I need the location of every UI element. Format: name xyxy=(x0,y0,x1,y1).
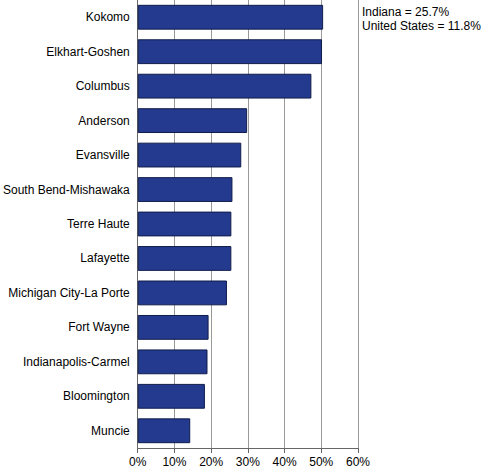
svg-text:Elkhart-Goshen: Elkhart-Goshen xyxy=(46,45,129,59)
svg-text:Kokomo: Kokomo xyxy=(86,10,130,24)
svg-text:United States = 11.8%: United States = 11.8% xyxy=(362,19,481,33)
svg-text:Columbus: Columbus xyxy=(76,79,130,93)
svg-text:Indianapolis-Carmel: Indianapolis-Carmel xyxy=(23,355,130,369)
svg-text:Lafayette: Lafayette xyxy=(80,251,130,265)
svg-text:Fort Wayne: Fort Wayne xyxy=(68,320,130,334)
svg-text:Terre Haute: Terre Haute xyxy=(67,217,130,231)
svg-text:10%: 10% xyxy=(162,455,186,469)
svg-text:Muncie: Muncie xyxy=(91,424,130,438)
svg-text:30%: 30% xyxy=(236,455,260,469)
svg-text:20%: 20% xyxy=(199,455,223,469)
svg-text:Bloomington: Bloomington xyxy=(63,389,130,403)
svg-text:40%: 40% xyxy=(273,455,297,469)
svg-text:Anderson: Anderson xyxy=(78,114,129,128)
svg-text:South Bend-Mishawaka: South Bend-Mishawaka xyxy=(3,183,130,197)
svg-text:Michigan City-La Porte: Michigan City-La Porte xyxy=(8,286,130,300)
svg-text:60%: 60% xyxy=(346,455,370,469)
svg-text:50%: 50% xyxy=(309,455,333,469)
svg-text:0%: 0% xyxy=(129,455,147,469)
svg-text:Indiana = 25.7%: Indiana = 25.7% xyxy=(362,5,449,19)
svg-text:Evansville: Evansville xyxy=(76,148,130,162)
